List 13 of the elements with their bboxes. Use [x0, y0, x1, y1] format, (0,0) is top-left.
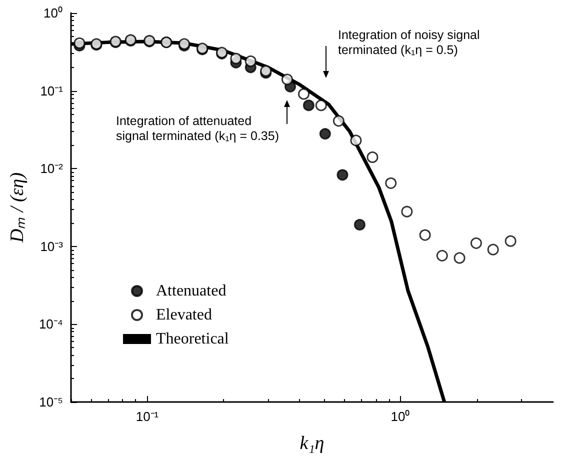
y-tick-label: 10⁻² — [40, 161, 64, 176]
y-tick-label: 10⁻⁵ — [39, 394, 63, 410]
y-tick-label: 10⁻¹ — [40, 83, 64, 98]
annotation: Integration of attenuated signal terminated (k₁η = 0.35) — [116, 114, 279, 144]
legend-label: Attenuated — [156, 282, 226, 300]
annotation: Integration of noisy signal terminated (k₁η = 0.5) — [338, 28, 480, 58]
y-tick-label: 10⁻³ — [40, 238, 64, 254]
legend-label: Theoretical — [156, 330, 230, 348]
y-tick-label: 10⁻⁴ — [38, 316, 63, 332]
x-axis-title: k₁η — [300, 433, 324, 454]
legend-label: Elevated — [156, 306, 212, 324]
y-tick-label: 10⁰ — [44, 6, 63, 20]
y-axis-title: Dₘ / (εη) — [7, 172, 28, 244]
